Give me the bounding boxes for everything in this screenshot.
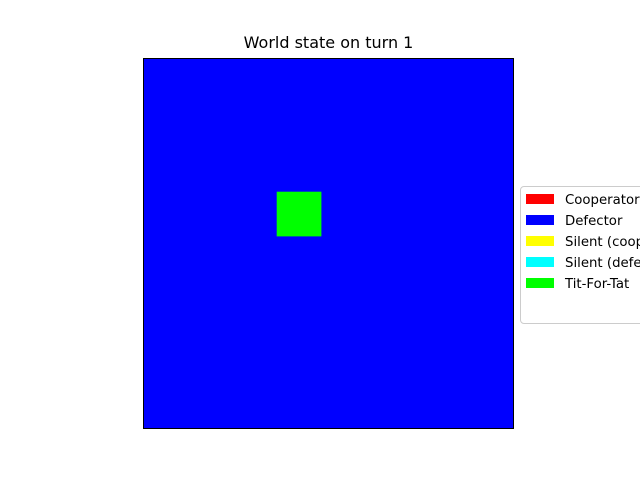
- legend-item-defector: Defector: [526, 214, 622, 230]
- legend-swatch-cooperator: [526, 194, 554, 204]
- legend-swatch-defector: [526, 215, 554, 225]
- legend-item-silent-defe: Silent (defe: [526, 256, 640, 272]
- plot-frame: [143, 58, 514, 429]
- legend-label-defector: Defector: [565, 214, 623, 229]
- heatmap-background: [143, 58, 514, 429]
- legend-label-cooperator: Cooperator: [565, 193, 640, 208]
- chart-title: World state on turn 1: [243, 33, 414, 52]
- heatmap-cell: [291, 206, 307, 222]
- legend-item-cooperator: Cooperator: [526, 193, 640, 209]
- legend-label-silent-defe: Silent (defe: [565, 256, 640, 271]
- legend: Cooperator Defector Silent (coop Silent …: [520, 186, 640, 324]
- legend-swatch-silent-defe: [526, 257, 554, 267]
- heatmap-cell: [276, 221, 292, 237]
- legend-label-tit-for-tat: Tit-For-Tat: [565, 277, 630, 292]
- legend-swatch-tit-for-tat: [526, 278, 554, 288]
- legend-item-tit-for-tat: Tit-For-Tat: [526, 277, 629, 293]
- heatmap-cell: [306, 221, 322, 237]
- legend-swatch-silent-coop: [526, 236, 554, 246]
- legend-label-silent-coop: Silent (coop: [565, 235, 640, 250]
- heatmap-cell: [291, 221, 307, 237]
- heatmap-cell: [276, 191, 292, 207]
- heatmap-cell: [291, 191, 307, 207]
- heatmap-cell: [276, 206, 292, 222]
- heatmap-cell: [306, 191, 322, 207]
- legend-item-silent-coop: Silent (coop: [526, 235, 640, 251]
- heatmap-cell: [306, 206, 322, 222]
